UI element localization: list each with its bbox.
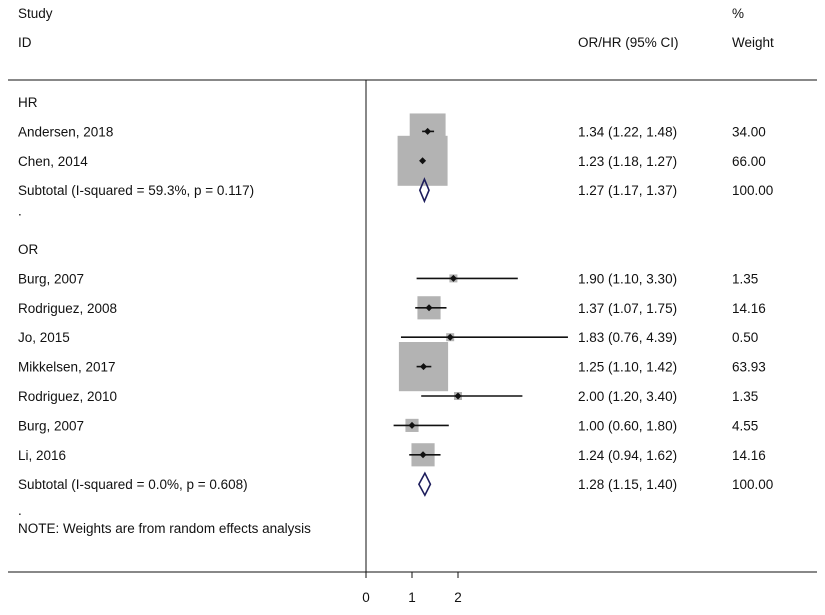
study-weight: 14.16 (732, 448, 766, 463)
study-weight: 14.16 (732, 301, 766, 316)
study-estimate: 1.25 (1.10, 1.42) (578, 360, 677, 375)
header-percent: % (732, 6, 744, 21)
point-estimate (446, 333, 454, 341)
point-estimate (449, 274, 457, 282)
axis-tick-label: 0 (362, 590, 370, 605)
study-estimate: 1.37 (1.07, 1.75) (578, 301, 677, 316)
subtotal-estimate: 1.28 (1.15, 1.40) (578, 477, 677, 492)
point-estimate (408, 421, 416, 429)
axis-tick-label: 1 (408, 590, 416, 605)
study-label: Burg, 2007 (18, 271, 84, 286)
study-weight: 1.35 (732, 271, 758, 286)
point-estimate (424, 127, 432, 135)
study-label: Burg, 2007 (18, 418, 84, 433)
point-estimate (419, 157, 427, 165)
study-label: Andersen, 2018 (18, 124, 113, 139)
subtotal-diamond (417, 471, 432, 497)
header-study: Study (18, 6, 53, 21)
group-separator: . (18, 204, 22, 219)
study-estimate: 1.23 (1.18, 1.27) (578, 154, 677, 169)
study-label: Chen, 2014 (18, 154, 88, 169)
axis-tick-label: 2 (454, 590, 462, 605)
group-label-hr: HR (18, 95, 38, 110)
study-estimate: 1.00 (0.60, 1.80) (578, 418, 677, 433)
study-weight: 34.00 (732, 124, 766, 139)
subtotal-label: Subtotal (I-squared = 59.3%, p = 0.117) (18, 183, 254, 198)
header-estimate: OR/HR (95% CI) (578, 35, 679, 50)
group-label-or: OR (18, 242, 39, 257)
header-weight: Weight (732, 35, 774, 50)
footnote: NOTE: Weights are from random effects an… (18, 521, 311, 536)
study-label: Jo, 2015 (18, 330, 70, 345)
study-weight: 4.55 (732, 418, 758, 433)
study-weight: 66.00 (732, 154, 766, 169)
study-estimate: 2.00 (1.20, 3.40) (578, 389, 677, 404)
point-estimate (454, 392, 462, 400)
subtotal-estimate: 1.27 (1.17, 1.37) (578, 183, 677, 198)
study-label: Li, 2016 (18, 448, 66, 463)
subtotal-label: Subtotal (I-squared = 0.0%, p = 0.608) (18, 477, 248, 492)
point-estimate (420, 363, 427, 371)
footnote-dot: . (18, 503, 22, 518)
study-estimate: 1.83 (0.76, 4.39) (578, 330, 677, 345)
study-label: Mikkelsen, 2017 (18, 360, 116, 375)
study-weight: 0.50 (732, 330, 758, 345)
study-estimate: 1.24 (0.94, 1.62) (578, 448, 677, 463)
point-estimate (425, 304, 433, 312)
header-id: ID (18, 35, 32, 50)
study-estimate: 1.90 (1.10, 3.30) (578, 271, 677, 286)
subtotal-weight: 100.00 (732, 183, 773, 198)
study-label: Rodriguez, 2010 (18, 389, 117, 404)
study-weight: 1.35 (732, 389, 758, 404)
subtotal-diamond (418, 177, 430, 204)
subtotal-weight: 100.00 (732, 477, 773, 492)
study-estimate: 1.34 (1.22, 1.48) (578, 124, 677, 139)
point-estimate (419, 451, 427, 459)
study-weight: 63.93 (732, 360, 766, 375)
study-label: Rodriguez, 2008 (18, 301, 117, 316)
